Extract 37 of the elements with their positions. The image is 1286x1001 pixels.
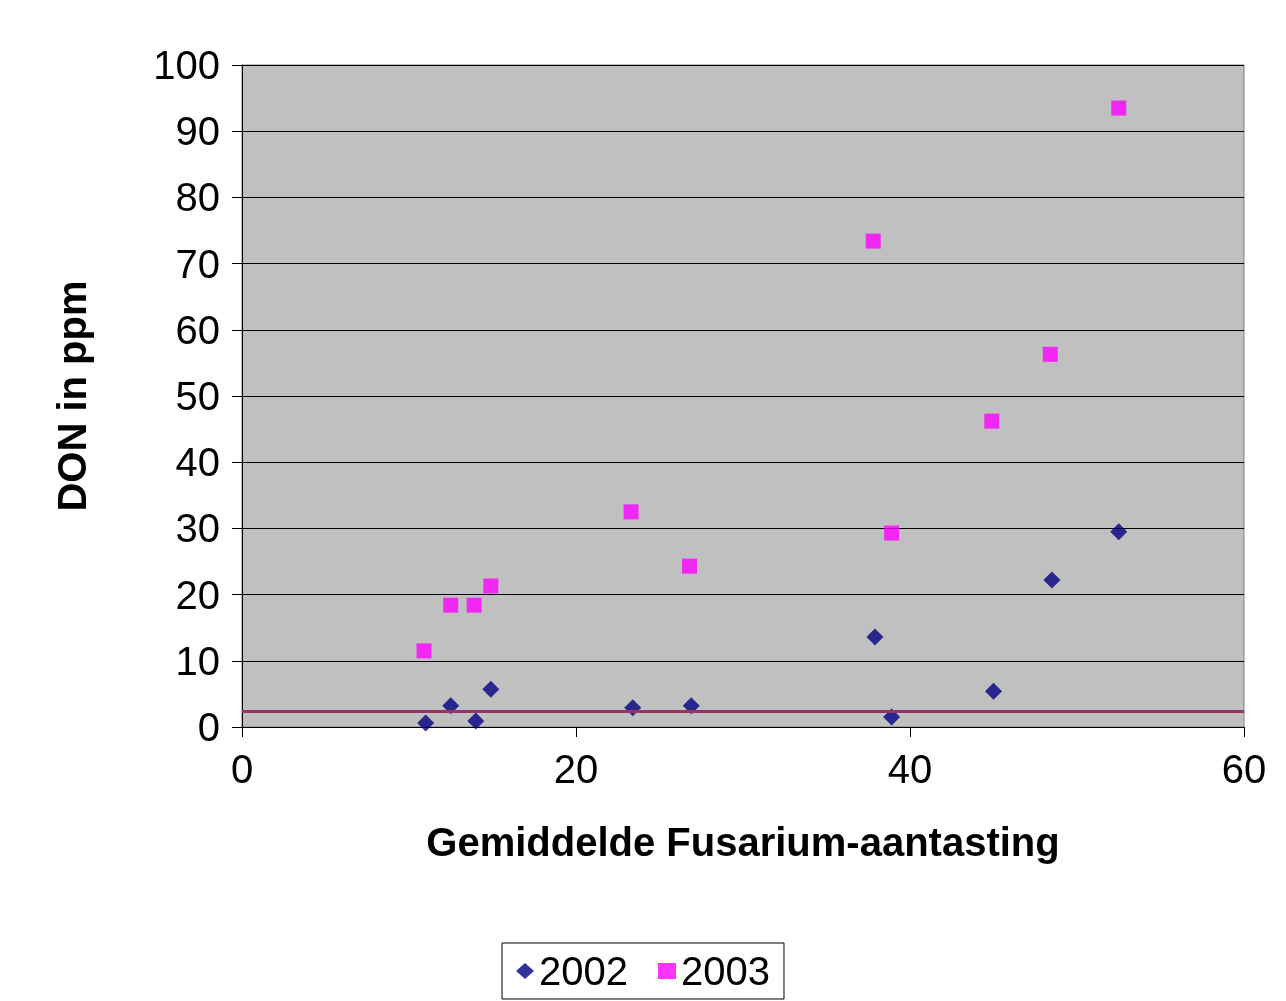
point	[416, 643, 432, 659]
y-tick-label: 70	[175, 241, 220, 286]
point	[417, 714, 435, 732]
x-tick-label: 40	[887, 747, 933, 791]
point	[466, 597, 482, 613]
y-tick-label: 20	[175, 572, 220, 617]
x-tick-label: 20	[553, 747, 599, 791]
point	[884, 525, 900, 541]
y-tick-label: 0	[197, 705, 220, 749]
y-tick-label: 100	[153, 43, 220, 87]
point	[1043, 571, 1061, 589]
y-tick-label: 40	[175, 440, 220, 485]
y-tick-label: 80	[175, 175, 220, 220]
point	[682, 558, 698, 574]
point	[985, 682, 1002, 700]
legend-label: 2002	[539, 949, 628, 993]
x-axis-title: Gemiddelde Fusarium-aantasting	[426, 820, 1060, 864]
point	[443, 597, 459, 613]
point	[1111, 100, 1127, 116]
point	[984, 413, 1000, 429]
y-tick-label: 60	[175, 307, 220, 352]
y-tick-label: 50	[175, 374, 220, 418]
point	[467, 712, 485, 730]
x-tick-label: 60	[1221, 747, 1267, 791]
point	[865, 233, 881, 249]
y-tick-label: 10	[175, 638, 220, 683]
legend-label: 2003	[681, 949, 770, 993]
point	[1110, 523, 1128, 541]
y-tick-label: 30	[175, 506, 220, 551]
x-tick-label: 0	[230, 747, 254, 791]
point	[482, 680, 500, 698]
point	[483, 578, 499, 594]
point	[623, 504, 639, 520]
y-tick-label: 90	[175, 109, 220, 154]
y-axis-title: DON in ppm	[50, 280, 94, 512]
point	[866, 628, 884, 646]
point	[1042, 346, 1058, 362]
